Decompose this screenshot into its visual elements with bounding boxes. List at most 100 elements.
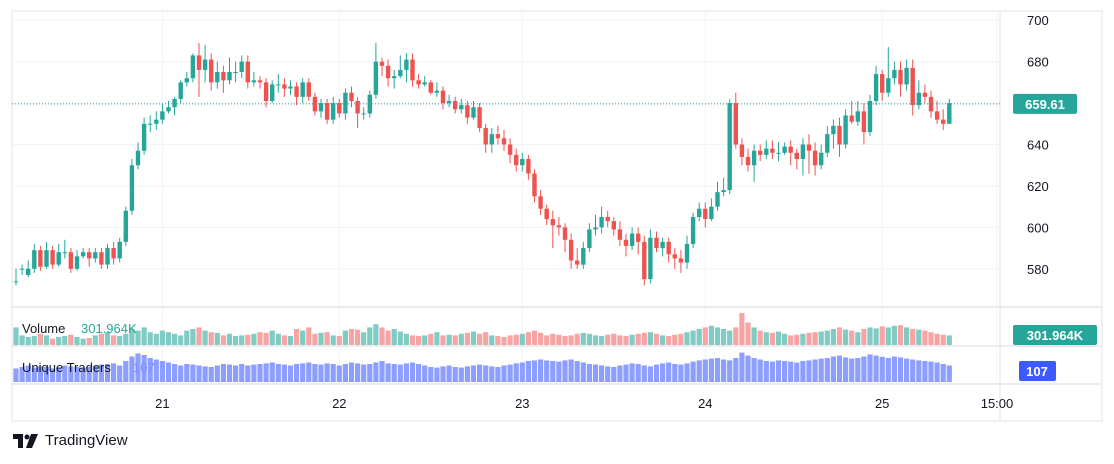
traders-bar [879, 356, 885, 382]
traders-bar [165, 362, 172, 382]
candle-body [62, 252, 67, 254]
traders-bar [153, 359, 159, 382]
traders-badge-bg [1019, 361, 1056, 381]
volume-bar [946, 335, 952, 345]
traders-bar [775, 360, 782, 382]
candle-body [886, 78, 891, 93]
candle-body [703, 208, 708, 220]
traders-bar [940, 364, 946, 382]
candle-body [178, 82, 183, 99]
candle-body [721, 190, 726, 193]
traders-bar [562, 360, 568, 382]
traders-bar [714, 358, 721, 382]
candle-body [385, 65, 391, 79]
candle-body [129, 165, 135, 211]
traders-bar [599, 365, 605, 382]
volume-bar [202, 330, 208, 345]
volume-bar [226, 333, 233, 345]
volume-bar [25, 337, 31, 345]
volume-bar [623, 336, 629, 345]
tradingview-logo[interactable]: TradingView [13, 432, 128, 449]
traders-bar [50, 368, 56, 382]
volume-bar [641, 332, 647, 345]
candle-body [410, 59, 415, 81]
traders-bar [910, 359, 916, 382]
candle-body [166, 107, 171, 112]
candle-body [727, 103, 732, 191]
candle-body [581, 248, 586, 265]
volume-bar [586, 333, 592, 345]
traders-bar [946, 365, 952, 382]
traders-bar [489, 366, 495, 382]
volume-bar [922, 330, 928, 345]
volume-bar [580, 332, 586, 345]
traders-bar [666, 362, 672, 382]
candle-body [428, 82, 433, 93]
traders-badge-label: 107 [1026, 364, 1048, 379]
traders-bar [495, 367, 501, 382]
candle-body [697, 208, 702, 217]
volume-bar [660, 335, 666, 345]
volume-bar [245, 334, 251, 345]
traders-bar [501, 365, 507, 382]
volume-bar [275, 333, 281, 345]
time-tick-label: 22 [332, 396, 346, 411]
volume-bar [635, 333, 641, 345]
volume-bar [708, 325, 714, 345]
candle-body [184, 78, 189, 83]
candle-body [196, 55, 202, 70]
candle-body [331, 103, 336, 120]
candle-body [636, 233, 641, 242]
volume-bar [897, 325, 904, 345]
traders-bar [56, 367, 62, 382]
volume-bar [80, 338, 86, 345]
traders-bar [611, 367, 617, 382]
candle-body [892, 69, 897, 79]
candle-body [550, 219, 555, 226]
candle-body [483, 127, 488, 145]
volume-bar [794, 334, 800, 345]
candle-body [349, 92, 354, 101]
traders-bar [342, 364, 348, 382]
traders-bar [434, 367, 440, 382]
traders-bar [464, 366, 470, 382]
volume-bar [434, 332, 440, 345]
candle-body [276, 84, 281, 86]
candle-body [812, 150, 818, 166]
volume-bar [391, 329, 397, 345]
volume-bar [336, 336, 342, 345]
volume-bar [62, 336, 68, 345]
candle-body [117, 241, 122, 259]
volume-bar [495, 336, 501, 345]
traders-bar [318, 364, 324, 382]
volume-bar [385, 330, 391, 345]
volume-bar [757, 330, 763, 345]
candle-body [880, 74, 885, 93]
traders-bar [220, 364, 226, 382]
traders-bar [733, 358, 739, 382]
time-axis: 21 22 23 24 25 15:00 [155, 396, 1013, 411]
traders-bar [135, 353, 141, 382]
volume-bar [43, 335, 50, 345]
volume-bar [672, 334, 678, 345]
candle-body [111, 248, 116, 259]
volume-badge-label: 301.964K [1027, 328, 1084, 343]
volume-bar [470, 331, 477, 345]
traders-bar [86, 367, 92, 382]
traders-bar [92, 365, 98, 382]
volume-bar [592, 335, 599, 345]
volume-bar [763, 332, 769, 345]
candle-body [355, 101, 360, 114]
traders-bar [769, 361, 775, 382]
price-tick-label: 640 [1027, 138, 1049, 153]
candle-body [495, 134, 501, 139]
traders-bar [916, 360, 922, 382]
candle-body [770, 148, 775, 153]
traders-bar [385, 363, 391, 382]
candle-body [684, 243, 690, 263]
traders-bar [403, 363, 409, 382]
volume-bar [19, 335, 25, 345]
candle-body [263, 82, 269, 101]
volume-bar [446, 334, 452, 345]
